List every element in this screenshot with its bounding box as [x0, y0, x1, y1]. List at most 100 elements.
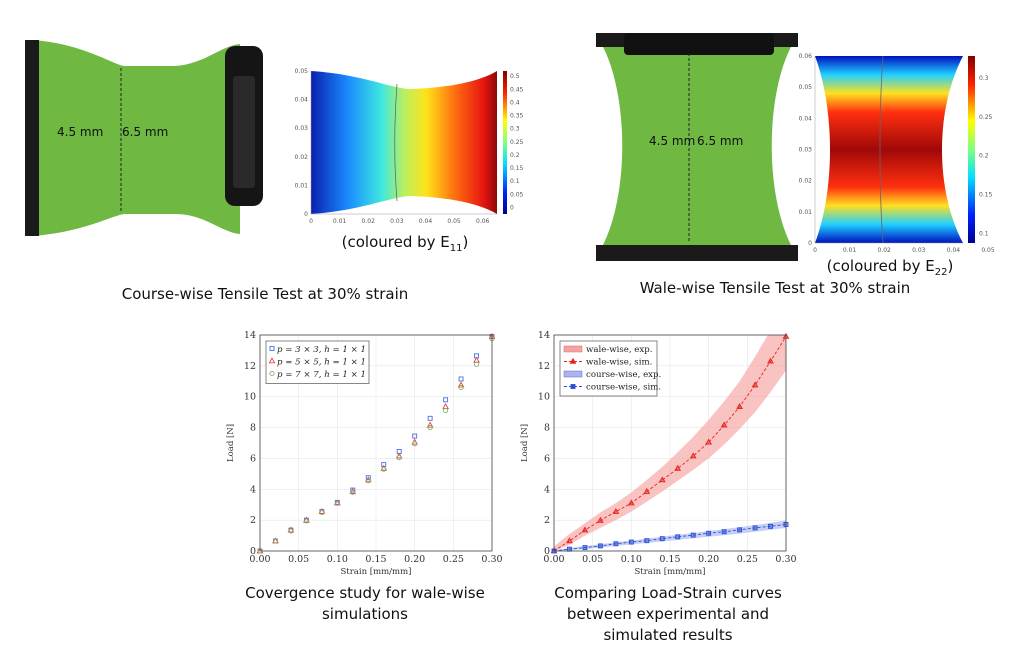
- data-point: [613, 541, 619, 547]
- x-tick-label: 0.20: [404, 554, 425, 565]
- caption-suffix: ): [462, 233, 469, 251]
- caption-line: Comparing Load-Strain curves: [554, 584, 782, 602]
- data-point: [427, 415, 433, 421]
- y-tick-label: 0.04: [799, 115, 813, 122]
- x-tick-label: 0.04: [947, 247, 961, 254]
- data-point: [674, 464, 682, 471]
- y-tick-label: 6: [250, 453, 256, 464]
- y-tick-label: 0: [250, 546, 256, 557]
- data-point: [597, 516, 604, 523]
- colorbar-tick-label: 0.15: [510, 165, 524, 172]
- x-tick-label: 0.05: [288, 554, 309, 565]
- x-tick-label: 0.10: [621, 554, 642, 565]
- data-point: [752, 525, 758, 531]
- legend: wale-wise, exp. wale-wise, sim. course-wis…: [559, 340, 661, 397]
- x-tick-label: 0.05: [582, 554, 603, 565]
- y-tick-label: 14: [244, 330, 256, 341]
- y-tick-label: 8: [544, 423, 550, 434]
- course-label-6-5mm: 6.5 mm: [122, 125, 169, 139]
- y-tick-label: 14: [538, 330, 550, 341]
- data-point: [427, 425, 433, 431]
- y-tick-label: 2: [544, 515, 550, 526]
- caption-prefix: (coloured by E: [826, 257, 935, 275]
- colorbar-tick-label: 0.1: [979, 231, 989, 238]
- data-point: [597, 543, 603, 549]
- data-point: [365, 478, 371, 484]
- data-point: [426, 421, 434, 428]
- y-tick-label: 0.05: [295, 68, 309, 75]
- x-tick-label: 0.03: [912, 247, 926, 254]
- y-tick-label: 0.04: [295, 97, 309, 104]
- legend: p = 3 × 3, h = 1 × 1 p = 5 × 5, h = 1 × 1…: [265, 340, 370, 384]
- data-point: [737, 527, 743, 533]
- legend-label: wale-wise, exp.: [586, 345, 652, 355]
- colorbar-tick-label: 0.2: [979, 153, 989, 160]
- legend-marker: [569, 357, 577, 364]
- colorbar-tick-label: 0.3: [979, 75, 989, 82]
- data-point: [582, 545, 588, 551]
- x-tick-label: 0.02: [878, 247, 892, 254]
- y-tick-label: 4: [250, 484, 256, 495]
- x-tick-label: 0: [309, 218, 313, 224]
- y-tick-label: 0.06: [799, 53, 813, 60]
- y-tick-label: 0.02: [799, 178, 813, 185]
- colorbar-tick-label: 0.2: [510, 152, 520, 159]
- x-tick-label: 0.25: [737, 554, 758, 565]
- data-point: [675, 534, 681, 540]
- caption-line: Covergence study for wale-wise: [245, 584, 485, 602]
- legend-marker: [570, 384, 576, 389]
- caption-line: between experimental and: [566, 605, 770, 623]
- x-tick-label: 0.00: [543, 554, 564, 565]
- y-tick-label: 12: [244, 361, 256, 372]
- x-tick-label: 0.30: [481, 554, 502, 565]
- data-point: [768, 523, 773, 529]
- wale-map-caption: (coloured by E22): [815, 256, 965, 283]
- data-point: [767, 357, 774, 364]
- x-tick-label: 0.10: [327, 554, 348, 565]
- data-point: [350, 489, 356, 495]
- legend-label: wale-wise, sim.: [586, 358, 652, 368]
- x-tick-label: 0: [813, 247, 817, 254]
- caption-suffix: ): [947, 257, 954, 275]
- course-wise-specimen-photo: [25, 40, 263, 236]
- convergence-caption: Covergence study for wale-wise simulatio…: [215, 583, 515, 625]
- y-axis-label: Load [N]: [226, 424, 236, 462]
- y-tick-label: 0.02: [295, 154, 309, 161]
- x-tick-label: 0.01: [843, 247, 857, 254]
- wale-wise-caption: Wale-wise Tensile Test at 30% strain: [639, 279, 911, 297]
- caption-prefix: (coloured by E: [341, 233, 450, 251]
- data-point: [721, 529, 727, 535]
- x-tick-label: 0.01: [333, 218, 347, 224]
- legend-label: p = 5 × 5, h = 1 × 1: [277, 358, 366, 368]
- caption-sub: 11: [449, 243, 463, 254]
- colorbar-tick-label: 0.25: [979, 114, 993, 121]
- data-point: [689, 452, 697, 459]
- course-strain-map: 0 0.01 0.02 0.03 0.04 0.05 0.06 0 0.01 0.02 0.03 0.…: [295, 68, 524, 224]
- caption-line: simulations: [321, 605, 408, 623]
- x-tick-label: 0.30: [775, 554, 796, 565]
- data-point: [690, 532, 696, 538]
- legend-marker: [269, 370, 275, 377]
- data-point: [319, 509, 325, 515]
- y-tick-label: 0.01: [799, 209, 813, 216]
- caption-sub: 22: [934, 267, 948, 278]
- data-point: [458, 376, 464, 382]
- y-tick-label: 0.03: [799, 147, 813, 154]
- data-point: [659, 536, 665, 542]
- y-tick-label: 0.05: [799, 84, 813, 91]
- data-point: [442, 403, 449, 409]
- legend-box: [265, 340, 370, 384]
- legend-marker: [269, 346, 275, 351]
- x-tick-label: 0.25: [443, 554, 464, 565]
- course-wise-caption: Course-wise Tensile Test at 30% strain: [121, 285, 409, 303]
- legend-label: course-wise, exp.: [586, 370, 661, 380]
- data-point: [334, 500, 340, 506]
- x-tick-label: 0.04: [419, 218, 433, 224]
- course-label-4-5mm: 4.5 mm: [57, 125, 104, 139]
- data-point: [443, 397, 449, 403]
- y-tick-label: 0: [808, 240, 812, 247]
- comparison-caption: Comparing Load-Strain curves between exp…: [518, 583, 818, 646]
- y-tick-label: 6: [544, 453, 550, 464]
- legend-label: p = 3 × 3, h = 1 × 1: [277, 345, 366, 355]
- data-point: [612, 507, 620, 514]
